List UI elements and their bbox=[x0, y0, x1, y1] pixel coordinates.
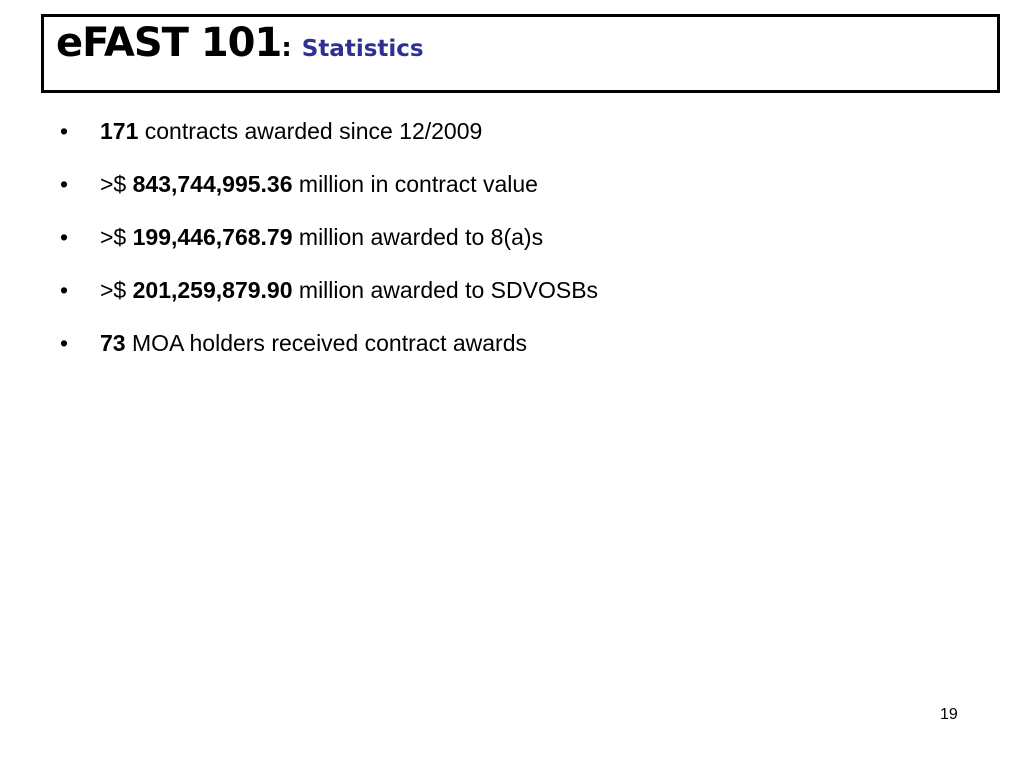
title-box: eFAST 101: Statistics bbox=[41, 14, 1000, 93]
bullet-text: 73 MOA holders received contract awards bbox=[100, 325, 527, 361]
bullet-item-8a: • >$ 199,446,768.79 million awarded to 8… bbox=[60, 219, 960, 272]
title-subtitle: Statistics bbox=[301, 36, 424, 62]
bullet-rest: million in contract value bbox=[292, 171, 538, 197]
bullet-item-sdvosb: • >$ 201,259,879.90 million awarded to S… bbox=[60, 272, 960, 325]
bullet-text: >$ 843,744,995.36 million in contract va… bbox=[100, 166, 538, 202]
bullet-text: 171 contracts awarded since 12/2009 bbox=[100, 113, 482, 149]
bullet-value: 201,259,879.90 bbox=[132, 277, 293, 303]
bullet-prefix: >$ bbox=[100, 277, 133, 303]
bullet-prefix: >$ bbox=[100, 224, 133, 250]
bullet-value: 843,744,995.36 bbox=[132, 171, 293, 197]
title-main: eFAST 101 bbox=[56, 20, 282, 66]
bullet-item-moa-holders: • 73 MOA holders received contract award… bbox=[60, 325, 960, 378]
bullet-prefix: >$ bbox=[100, 171, 133, 197]
bullet-rest: contracts awarded since 12/2009 bbox=[138, 118, 483, 144]
bullet-dot: • bbox=[60, 277, 69, 303]
bullet-dot: • bbox=[60, 171, 69, 197]
bullet-item-contract-value: • >$ 843,744,995.36 million in contract … bbox=[60, 166, 960, 219]
slide-title: eFAST 101: Statistics bbox=[56, 23, 424, 63]
bullet-dot: • bbox=[60, 224, 69, 250]
bullet-rest: million awarded to SDVOSBs bbox=[292, 277, 599, 303]
title-colon: : bbox=[281, 33, 292, 63]
page-number: 19 bbox=[940, 706, 958, 723]
bullet-value: 73 bbox=[100, 330, 126, 356]
bullet-dot: • bbox=[60, 330, 69, 356]
bullet-value: 171 bbox=[100, 118, 139, 144]
bullet-rest: million awarded to 8(a)s bbox=[292, 224, 544, 250]
bullet-rest: MOA holders received contract awards bbox=[125, 330, 527, 356]
bullet-value: 199,446,768.79 bbox=[132, 224, 293, 250]
bullet-text: >$ 199,446,768.79 million awarded to 8(a… bbox=[100, 219, 543, 255]
bullet-text: >$ 201,259,879.90 million awarded to SDV… bbox=[100, 272, 598, 308]
bullet-list: • 171 contracts awarded since 12/2009 • … bbox=[60, 113, 960, 378]
bullet-dot: • bbox=[60, 118, 69, 144]
bullet-item-contracts: • 171 contracts awarded since 12/2009 bbox=[60, 113, 960, 166]
